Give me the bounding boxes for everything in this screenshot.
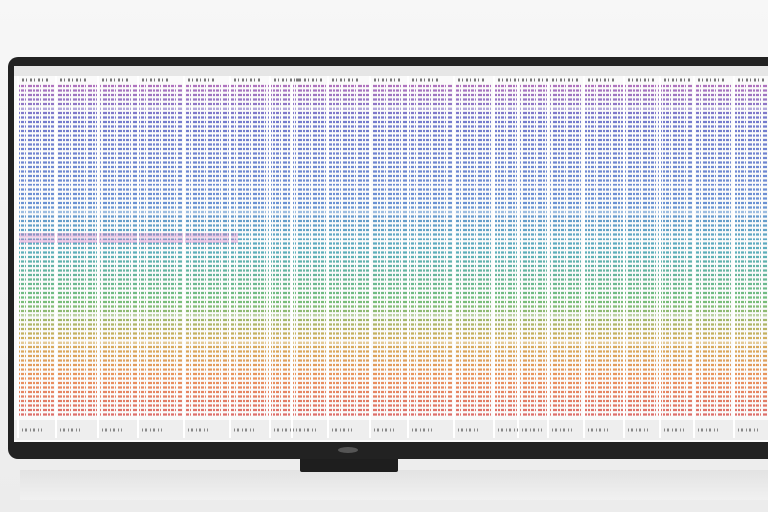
power-light xyxy=(338,447,358,453)
reflection xyxy=(20,470,768,500)
spreadsheet-grid xyxy=(17,76,768,438)
monitor-stand xyxy=(300,456,398,472)
toolbar xyxy=(14,66,768,76)
